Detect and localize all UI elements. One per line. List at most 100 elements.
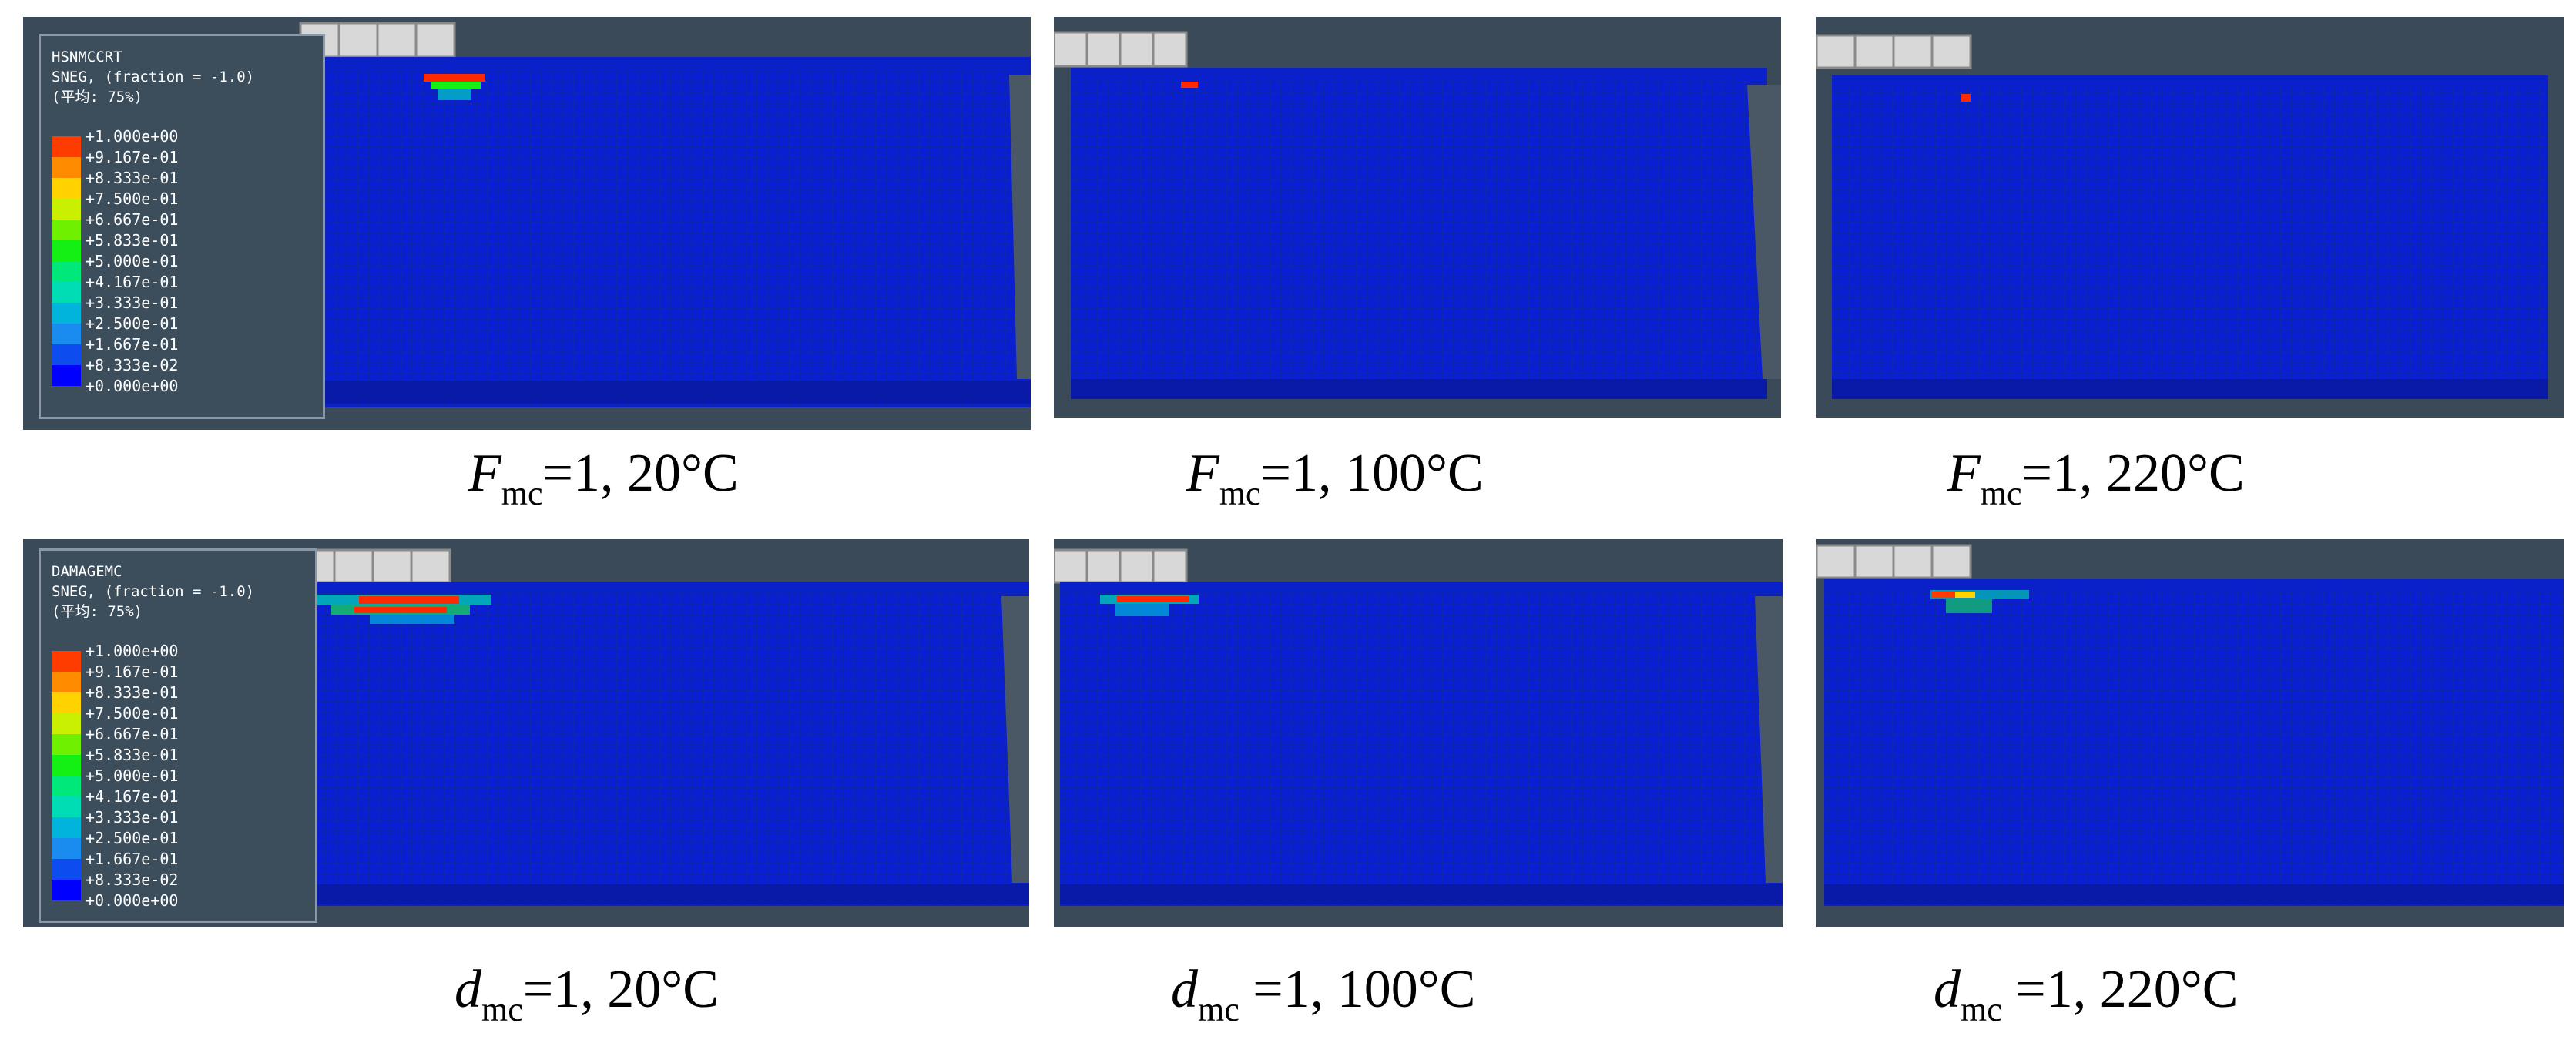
legend-swatch (52, 220, 81, 240)
legend-tick-label: +6.667e-01 (86, 210, 179, 229)
legend-tick-label: +3.333e-01 (86, 808, 179, 827)
caption-panel-4: dmc=1, 20°C (454, 960, 719, 1028)
beam-web (1071, 68, 1767, 399)
beam-model-view (1816, 544, 2564, 906)
right-stiffener (1747, 85, 1781, 379)
beam-web (1832, 75, 2548, 399)
beam-web (1060, 582, 1783, 906)
right-stiffener (1009, 75, 1031, 379)
legend-tick-label: +8.333e-02 (86, 870, 179, 889)
legend-tick-label: +1.000e+00 (86, 127, 179, 146)
top-flange (308, 582, 1029, 593)
legend-swatch (52, 817, 81, 838)
color-legend: DAMAGEMC SNEG, (fraction = -1.0) (平均: 75… (39, 548, 317, 923)
legend-swatch (52, 324, 81, 344)
beam-web (1824, 579, 2564, 906)
bottom-flange (1824, 884, 2564, 904)
legend-swatch (52, 713, 81, 734)
bottom-flange (1071, 379, 1767, 399)
legend-swatch (52, 651, 81, 672)
legend-averaging: (平均: 75%) (52, 603, 143, 620)
caption-panel-1: Fmc=1, 20°C (468, 444, 739, 512)
color-legend: HSNMCCRT SNEG, (fraction = -1.0) (平均: 75… (39, 34, 325, 419)
legend-swatch (52, 880, 81, 900)
legend-section: SNEG, (fraction = -1.0) (52, 583, 255, 600)
legend-swatch (52, 303, 81, 324)
legend-swatch (52, 734, 81, 755)
bottom-flange (310, 381, 1031, 404)
legend-tick-label: +5.000e-01 (86, 252, 179, 270)
legend-tick-label: +8.333e-01 (86, 169, 179, 187)
top-flange (1071, 68, 1767, 79)
bottom-flange (1060, 884, 1783, 904)
fe-panel-hsnmccrt-220c (1816, 17, 2564, 418)
legend-tick-label: +1.667e-01 (86, 850, 179, 868)
legend-tick-label: +8.333e-02 (86, 356, 179, 374)
fe-panel-damagemc-20c: DAMAGEMC SNEG, (fraction = -1.0) (平均: 75… (23, 539, 1029, 927)
beam-web (308, 582, 1029, 906)
top-flange (1060, 582, 1783, 593)
legend-tick-label: +5.833e-01 (86, 746, 179, 764)
fe-panel-hsnmccrt-20c: HSNMCCRT SNEG, (fraction = -1.0) (平均: 75… (23, 17, 1031, 430)
top-flange (310, 57, 1031, 69)
fe-panel-hsnmccrt-100c (1054, 17, 1781, 418)
beam-model-view (1054, 548, 1783, 906)
legend-tick-label: +9.167e-01 (86, 662, 179, 681)
legend-tick-label: +1.667e-01 (86, 335, 179, 354)
damage-contour (1181, 82, 1198, 88)
caption-panel-3: Fmc=1, 220°C (1947, 444, 2245, 512)
legend-tick-label: +1.000e+00 (86, 642, 179, 660)
legend-tick-label: +7.500e-01 (86, 189, 179, 208)
caption-panel-2: Fmc=1, 100°C (1186, 444, 1484, 512)
damage-contour (1930, 590, 2029, 613)
legend-swatch (52, 692, 81, 713)
legend-tick-label: +7.500e-01 (86, 704, 179, 723)
legend-swatch (52, 178, 81, 199)
beam-model-view (294, 548, 1029, 906)
legend-section: SNEG, (fraction = -1.0) (52, 69, 255, 86)
legend-averaging: (平均: 75%) (52, 89, 143, 106)
top-flange (1824, 579, 2564, 590)
legend-tick-label: +9.167e-01 (86, 148, 179, 166)
damage-contour (424, 74, 485, 100)
fe-panel-damagemc-100c (1054, 539, 1783, 927)
legend-tick-label: +5.000e-01 (86, 766, 179, 785)
right-stiffener (1001, 596, 1029, 883)
legend-swatch (52, 199, 81, 220)
legend-swatch (52, 261, 81, 282)
legend-swatch (52, 344, 81, 365)
legend-tick-label: +3.333e-01 (86, 293, 179, 312)
legend-tick-label: +0.000e+00 (86, 891, 179, 910)
legend-swatch (52, 859, 81, 880)
legend-swatch (52, 136, 81, 157)
legend-tick-label: +4.167e-01 (86, 787, 179, 806)
legend-swatch (52, 796, 81, 817)
legend-tick-label: +0.000e+00 (86, 377, 179, 395)
legend-tick-label: +5.833e-01 (86, 231, 179, 250)
legend-tick-label: +4.167e-01 (86, 273, 179, 291)
legend-swatch (52, 240, 81, 261)
legend-tick-label: +2.500e-01 (86, 829, 179, 847)
damage-contour (1961, 94, 1971, 102)
right-stiffener (1755, 596, 1783, 883)
caption-panel-6: dmc =1, 220°C (1934, 960, 2239, 1028)
bottom-flange (1832, 379, 2548, 399)
legend-swatch (52, 838, 81, 859)
legend-tick-label: +8.333e-01 (86, 683, 179, 702)
legend-tick-label: +6.667e-01 (86, 725, 179, 743)
beam-model-view (1054, 31, 1781, 399)
legend-swatch (52, 365, 81, 386)
legend-swatch (52, 776, 81, 796)
beam-web (310, 57, 1031, 407)
beam-model-view (1816, 34, 2548, 399)
top-flange (1832, 75, 2548, 86)
legend-swatch (52, 282, 81, 303)
legend-variable: DAMAGEMC (52, 563, 122, 580)
damage-contour (1100, 595, 1199, 616)
legend-tick-label: +2.500e-01 (86, 314, 179, 333)
legend-swatch (52, 157, 81, 178)
beam-model-view (299, 22, 1031, 407)
legend-variable: HSNMCCRT (52, 49, 122, 65)
legend-swatch (52, 755, 81, 776)
bottom-flange (308, 884, 1029, 904)
